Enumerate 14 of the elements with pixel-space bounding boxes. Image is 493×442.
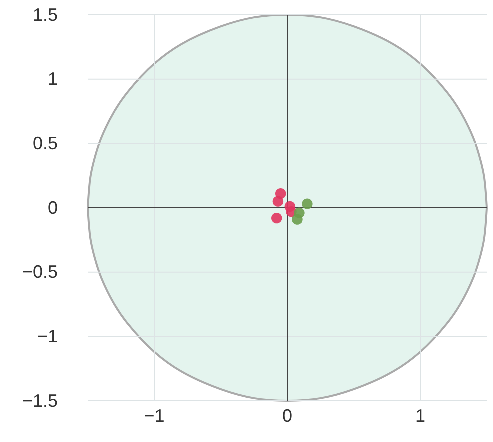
x-tick-label: 1 — [415, 406, 426, 426]
x-tick-label: −1 — [144, 406, 165, 426]
y-tick-label: 1.5 — [32, 4, 58, 25]
y-tick-label: 0 — [48, 198, 58, 218]
point — [302, 198, 313, 210]
y-tick-label: −0.5 — [22, 262, 58, 282]
y-tick-label: −1 — [37, 326, 58, 346]
point — [294, 208, 305, 218]
point — [272, 196, 284, 207]
y-tick-label: −1.5 — [22, 390, 58, 411]
x-tick-label: 0 — [282, 406, 293, 426]
y-tick-label: 0.5 — [32, 133, 58, 154]
point — [272, 212, 282, 224]
y-tick-label: 1 — [48, 69, 58, 90]
